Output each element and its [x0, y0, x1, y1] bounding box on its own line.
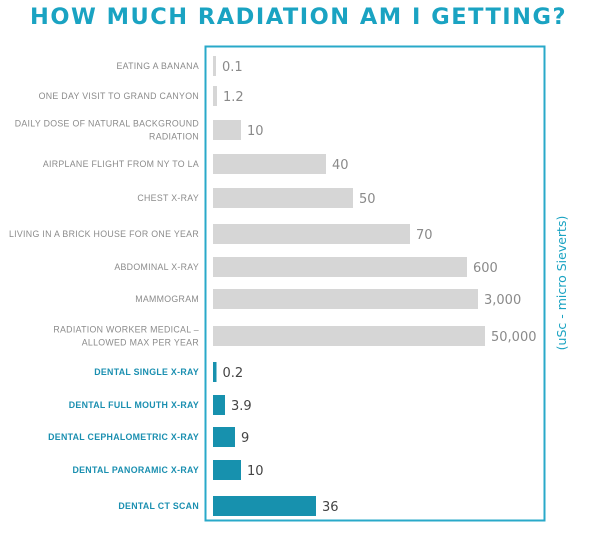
value-label: 0.2 [223, 366, 244, 381]
bar [213, 362, 217, 382]
bar [213, 154, 326, 174]
category-label: MAMMOGRAM [135, 294, 199, 304]
category-label: DAILY DOSE OF NATURAL BACKGROUND RADIATIO… [15, 119, 199, 142]
bar [213, 257, 467, 277]
value-label: 10 [247, 124, 264, 139]
value-label: 10 [247, 464, 264, 479]
value-label: 600 [473, 261, 498, 276]
bar [213, 326, 485, 346]
chart-frame [204, 45, 546, 522]
value-label: 3.9 [231, 399, 252, 414]
value-label: 40 [332, 158, 349, 173]
bar [213, 56, 216, 76]
value-label: 50 [359, 192, 376, 207]
bar [213, 427, 235, 447]
value-label: 36 [322, 500, 339, 515]
category-label: RADIATION WORKER MEDICAL – ALLOWED MAX PE… [53, 325, 199, 348]
category-label: DENTAL PANORAMIC X-RAY [72, 465, 199, 475]
value-label: 9 [241, 431, 249, 446]
bar [213, 188, 353, 208]
bar [213, 460, 241, 480]
value-label: 1.2 [223, 90, 244, 105]
value-label: 0.1 [222, 60, 243, 75]
category-label: AIRPLANE FLIGHT FROM NY TO LA [43, 159, 199, 169]
bar [213, 289, 478, 309]
bar [213, 120, 241, 140]
value-label: 3,000 [484, 293, 521, 308]
category-label: DENTAL SINGLE X-RAY [94, 367, 199, 377]
bar [213, 395, 225, 415]
value-label: 70 [416, 228, 433, 243]
bar [213, 224, 410, 244]
category-label: ABDOMINAL X-RAY [114, 262, 199, 272]
category-label: DENTAL CT SCAN [118, 501, 199, 511]
value-label: 50,000 [491, 330, 537, 345]
category-label: LIVING IN A BRICK HOUSE FOR ONE YEAR [9, 229, 199, 239]
bar [213, 86, 217, 106]
category-label: EATING A BANANA [116, 61, 199, 71]
chart-title: HOW MUCH RADIATION AM I GETTING? [29, 4, 568, 30]
category-label: DENTAL CEPHALOMETRIC X-RAY [48, 432, 199, 442]
unit-label: (uSc - micro Sieverts) [554, 216, 569, 351]
category-label: CHEST X-RAY [137, 193, 199, 203]
bar [213, 496, 316, 516]
category-label: ONE DAY VISIT TO GRAND CANYON [39, 91, 199, 101]
category-label: DENTAL FULL MOUTH X-RAY [69, 400, 199, 410]
